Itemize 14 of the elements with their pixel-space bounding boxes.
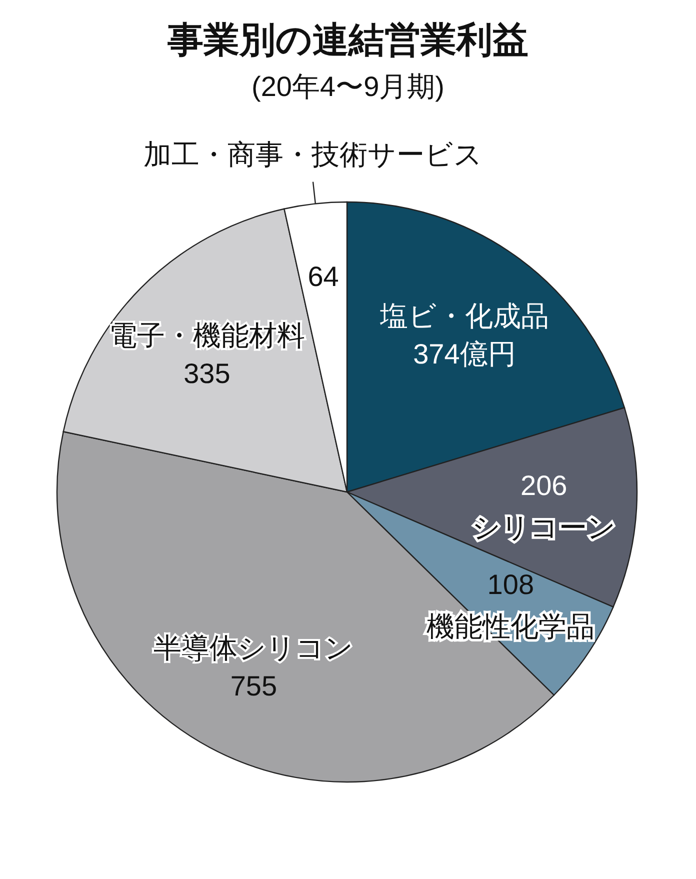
slice-label: 機能性化学品: [426, 611, 595, 642]
data-label: 755: [230, 670, 278, 702]
data-label: 64: [308, 260, 339, 292]
chart-subtitle: (20年4〜9月期): [252, 71, 444, 102]
slice-label: シリコーン: [472, 512, 616, 544]
data-label: 335: [184, 358, 230, 390]
data-label: 374億円: [413, 338, 516, 370]
slice-label: 加工・商事・技術サービス: [144, 138, 483, 170]
slice-label: 塩ビ・化成品: [378, 300, 549, 332]
slice-label: 電子・機能材料: [108, 320, 305, 352]
slice-label: 半導体シリコン: [154, 632, 354, 664]
data-label: 206: [520, 470, 568, 502]
data-label: 108: [487, 569, 534, 600]
chart-title: 事業別の連結営業利益: [166, 19, 528, 60]
